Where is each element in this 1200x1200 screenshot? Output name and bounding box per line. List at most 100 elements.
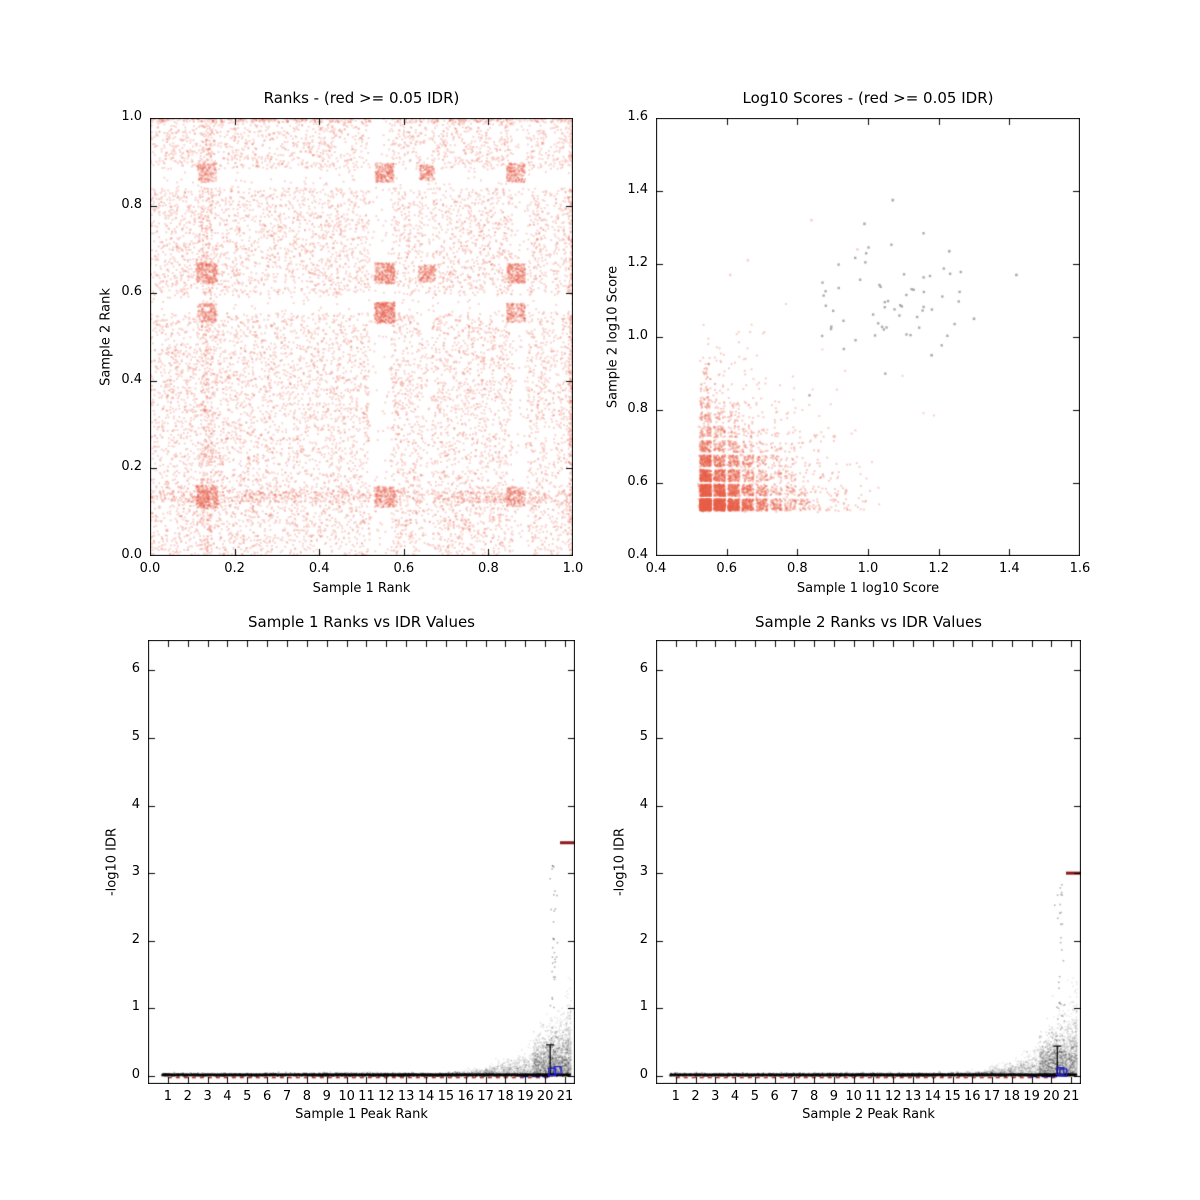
x-tick-label: 13 [397,1089,415,1104]
x-tick-label: 9 [322,1089,331,1104]
y-tick-label: 6 [131,661,140,677]
y-tick-label: 5 [639,728,648,744]
x-tick-label: 12 [884,1089,902,1104]
x-tick-label: 6 [263,1089,272,1104]
x-tick-label: 16 [457,1089,475,1104]
y-tick-label: 1.2 [627,255,648,270]
x-tick-label: 6 [770,1089,779,1104]
x-tick-label: 11 [865,1089,882,1104]
x-axis-label-ranks: Sample 1 Rank [312,581,411,596]
x-tick-label: 0.8 [478,561,499,576]
x-tick-label: 3 [711,1089,720,1104]
x-tick-label: 17 [983,1089,1001,1104]
y-tick-label: 0.8 [627,401,648,416]
x-tick-label: 16 [963,1089,981,1104]
y-tick-label: 0 [131,1066,140,1082]
y-tick-label: 0.6 [121,284,142,300]
x-tick-label: 18 [497,1089,514,1104]
x-tick-label: 7 [790,1089,799,1104]
y-tick-label: 0.4 [121,371,142,387]
x-tick-label: 15 [944,1089,961,1104]
y-tick-label: 1 [639,999,648,1015]
x-tick-label: 0.6 [716,561,737,576]
y-tick-label: 1.0 [121,109,142,124]
x-tick-label: 5 [243,1089,252,1104]
x-tick-label: 19 [517,1089,534,1104]
x-tick-label: 17 [477,1089,494,1104]
x-tick-label: 0.4 [308,561,330,576]
x-tick-label: 8 [809,1089,819,1104]
y-tick-label: 1.6 [627,109,648,124]
y-tick-label: 6 [639,661,648,677]
x-tick-label: 1.2 [928,561,949,576]
plot-area-idr-sample2 [656,640,1081,1084]
x-axis-label-idr-sample2: Sample 2 Peak Rank [802,1107,935,1122]
x-tick-label: 3 [203,1089,212,1104]
x-axis-label-idr-sample1: Sample 1 Peak Rank [295,1107,428,1122]
x-tick-label: 19 [1023,1089,1040,1104]
scatter-canvas [656,118,1080,556]
plot-title-idr-sample2: Sample 2 Ranks vs IDR Values [754,613,982,631]
x-axis-label-scores: Sample 1 log10 Score [796,581,940,596]
x-tick-label: 1.4 [998,561,1020,576]
y-tick-label: 0.8 [121,196,142,212]
x-tick-label: 4 [730,1089,740,1104]
scatter-canvas [656,640,1081,1084]
y-tick-label: 0.4 [627,547,648,562]
x-tick-label: 1.0 [857,561,879,576]
plot-title-ranks: Ranks - (red >= 0.05 IDR) [263,89,460,107]
y-tick-label: 4 [639,796,648,812]
y-tick-label: 0.2 [121,459,142,475]
x-tick-label: 1.6 [1069,561,1091,576]
x-tick-label: 1 [163,1089,172,1104]
scatter-canvas [148,640,575,1084]
x-tick-label: 14 [417,1089,435,1104]
x-tick-label: 12 [378,1089,395,1104]
plot-area-scores [656,118,1080,556]
y-tick-label: 4 [131,796,140,812]
x-tick-label: 8 [302,1089,312,1104]
x-tick-label: 2 [183,1089,192,1104]
x-tick-label: 9 [829,1089,839,1104]
y-tick-label: 1.0 [627,328,648,343]
x-tick-label: 2 [691,1089,700,1104]
y-tick-label: 0.6 [627,474,648,489]
x-tick-label: 0.8 [786,561,808,576]
x-tick-label: 0.0 [139,561,161,576]
x-tick-label: 15 [437,1089,455,1104]
x-tick-label: 0.4 [645,561,667,576]
y-tick-label: 3 [639,864,648,880]
x-tick-label: 13 [904,1089,922,1104]
x-tick-label: 0.6 [393,561,415,576]
x-tick-label: 1.0 [562,561,584,576]
x-tick-label: 20 [1043,1089,1060,1104]
x-tick-label: 21 [556,1089,574,1104]
y-tick-label: 1.4 [627,182,648,197]
x-tick-label: 14 [924,1089,941,1104]
x-tick-label: 1 [671,1089,680,1104]
plot-area-ranks [150,118,573,556]
x-tick-label: 10 [845,1089,862,1104]
y-tick-label: 2 [639,931,648,947]
x-tick-label: 11 [358,1089,375,1104]
x-tick-label: 4 [223,1089,232,1104]
x-tick-label: 20 [536,1089,554,1104]
y-axis-label-idr-sample1: -log10 IDR [104,827,120,897]
scatter-canvas [150,118,573,556]
x-tick-label: 21 [1062,1089,1080,1104]
x-tick-label: 18 [1003,1089,1021,1104]
y-tick-label: 0 [639,1066,648,1082]
y-axis-label-idr-sample2: -log10 IDR [612,827,628,897]
plot-title-idr-sample1: Sample 1 Ranks vs IDR Values [247,613,475,631]
y-tick-label: 0.0 [121,547,142,562]
y-tick-label: 1 [131,999,140,1015]
x-tick-label: 10 [338,1089,355,1104]
x-tick-label: 7 [282,1089,292,1104]
plot-area-idr-sample1 [148,640,575,1084]
x-tick-label: 5 [750,1089,759,1104]
x-tick-label: 0.2 [224,561,245,576]
plot-title-scores: Log10 Scores - (red >= 0.05 IDR) [742,89,994,107]
y-tick-label: 2 [131,931,140,947]
y-tick-label: 5 [131,728,140,744]
